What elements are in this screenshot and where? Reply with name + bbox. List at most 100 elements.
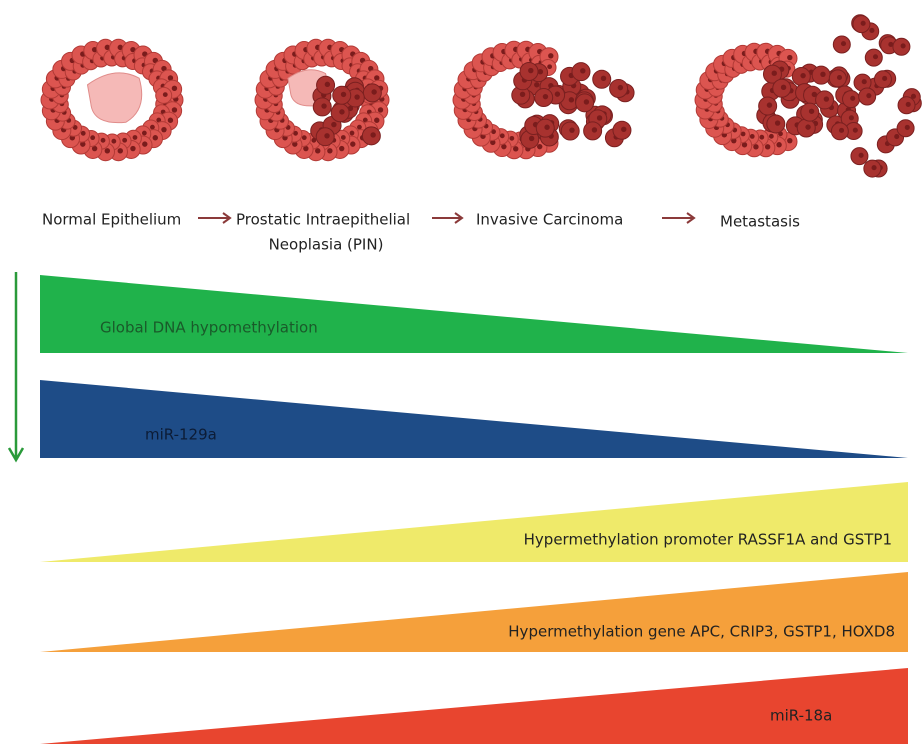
cell [156,117,162,123]
trend-label: miR-18a [770,707,832,725]
cell [861,79,867,85]
cell [749,134,755,139]
cell [544,124,550,130]
trend-label: Hypermethylation promoter RASSF1A and GS… [524,531,892,549]
cell [580,68,586,74]
cell [141,130,147,136]
cell [840,41,847,47]
cell [848,115,854,121]
cell [362,117,368,123]
trend-label: Global DNA hypomethylation [100,319,318,337]
cell [869,27,875,34]
cell [740,131,746,137]
stage-arrows [198,212,696,224]
cell [904,124,910,130]
cell [617,84,624,91]
cell [910,93,917,99]
cell [371,89,377,95]
cell [838,127,845,133]
cell [741,142,748,148]
cell [331,121,337,128]
cell [354,94,360,100]
cell [596,115,603,121]
cell [104,148,111,154]
cell [292,141,298,147]
cell [894,133,900,140]
cell [519,91,526,97]
trend-wedge [40,275,908,353]
cell [72,125,78,130]
cell [167,117,174,123]
trend-label: miR-129a [145,426,217,444]
cell [150,124,155,130]
cell [600,75,607,82]
cell [811,91,818,98]
cell [327,148,333,154]
cell [569,127,575,133]
cell [759,134,765,140]
cell [513,146,519,152]
cell [167,75,174,81]
cell [542,93,549,100]
cell [315,148,321,154]
cell [111,138,117,144]
cell [490,139,496,146]
cell [350,141,356,147]
cell [776,142,782,148]
trend-wedge [40,572,908,652]
cell [860,20,866,26]
cell [130,145,136,152]
stage-label: Neoplasia (PIN) [269,236,384,254]
cell [491,129,496,135]
cell [537,143,543,150]
cell [303,145,309,152]
cell [90,135,96,141]
cell [100,137,106,143]
cell [888,41,894,47]
cell [293,130,298,136]
cell [568,97,575,103]
cell [339,109,345,115]
cell [850,95,856,101]
cell [161,65,167,72]
cell [117,44,123,51]
cell [301,135,307,141]
cell [142,141,148,147]
cell [311,137,317,143]
cell [805,124,811,130]
cell [547,64,553,70]
cell [377,107,384,113]
cell [528,67,534,74]
cell [91,145,98,152]
cell [900,43,906,49]
cell [501,143,507,150]
cell [349,130,355,136]
cell [583,99,590,105]
stage-label: Normal Epithelium [42,211,181,229]
cell [866,93,872,99]
cell [324,133,330,139]
cell [324,81,331,88]
cell [764,144,771,150]
cell [537,69,544,75]
cell [823,96,830,102]
cell [122,137,128,143]
cell [171,107,178,113]
cell [86,72,143,124]
cell [820,71,826,77]
cell [905,101,911,107]
cell [370,132,376,138]
cell [509,135,515,141]
cell [800,72,806,79]
cell [787,54,793,61]
cell [882,75,888,82]
cell [357,124,362,130]
cell [528,135,535,142]
cell [753,144,759,150]
cell [774,120,781,126]
cell [80,130,86,136]
cell [787,137,793,144]
progression-arrow [7,272,25,463]
cell [321,103,327,109]
